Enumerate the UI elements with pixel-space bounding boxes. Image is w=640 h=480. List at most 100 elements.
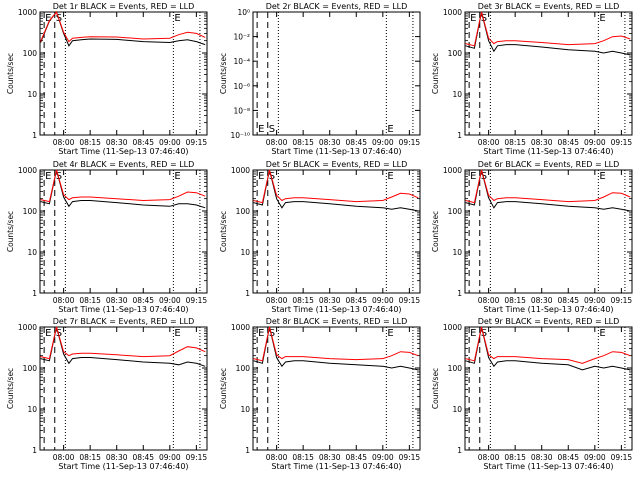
x-tick-label: 08:30 (106, 296, 128, 305)
y-tick-label: 100 (448, 364, 463, 373)
x-tick-label: 08:00 (53, 296, 75, 305)
event-marker-label: E (258, 171, 264, 182)
panel-det-1: Det 1r BLACK = Events, RED = LLD 1 10 100 10… (6, 2, 208, 156)
x-tick-label: 09:00 (372, 453, 394, 462)
y-tick-label: 10 (452, 405, 462, 414)
event-marker-label: S (481, 13, 487, 24)
y-tick-label: 10⁻¹⁰ (230, 131, 250, 140)
x-tick-label: 08:45 (557, 296, 579, 305)
event-marker-label: E (174, 13, 180, 24)
x-tick-label: 08:45 (345, 138, 367, 147)
x-tick-label: 09:15 (186, 138, 208, 147)
y-tick-label: 100 (236, 364, 251, 373)
panel-title: Det 9r BLACK = Events, RED = LLD (478, 317, 620, 326)
x-axis-label: Start Time (11-Sep-13 07:46:40) (483, 305, 613, 314)
x-tick-label: 09:15 (611, 296, 633, 305)
x-tick-label: 08:15 (292, 296, 314, 305)
series-lld-line (465, 169, 631, 204)
series-lld-line (40, 326, 206, 360)
y-tick-label: 1 (32, 446, 37, 455)
y-tick-label: 10 (452, 90, 462, 99)
y-axis-label: Counts/sec (6, 211, 15, 252)
event-marker-label: E (174, 171, 180, 182)
y-tick-label: 100 (23, 49, 38, 58)
series-lld-line (253, 169, 419, 204)
x-tick-label: 08:15 (292, 453, 314, 462)
y-tick-label: 10 (27, 90, 37, 99)
y-axis-label: Counts/sec (431, 53, 440, 94)
x-tick-label: 08:00 (266, 138, 288, 147)
x-tick-label: 09:15 (186, 296, 208, 305)
x-tick-label: 09:00 (372, 138, 394, 147)
x-tick-label: 08:00 (53, 138, 75, 147)
x-tick-label: 09:00 (584, 296, 606, 305)
panel-det-2: Det 2r BLACK = Events, RED = LLD 10⁻¹⁰ 10⁻… (219, 2, 421, 156)
panel-det-9: Det 9r BLACK = Events, RED = LLD 1 10 100 10… (431, 317, 633, 471)
series-lld-line (40, 169, 206, 203)
event-marker-label: E (45, 328, 51, 339)
y-tick-label: 100 (448, 49, 463, 58)
y-tick-label: 1000 (443, 8, 462, 17)
y-tick-label: 10⁻⁸ (233, 106, 250, 115)
event-marker-label: E (45, 13, 51, 24)
y-tick-label: 10⁰ (237, 8, 250, 17)
y-tick-label: 10⁻⁶ (233, 82, 250, 91)
panel-title: Det 7r BLACK = Events, RED = LLD (53, 317, 195, 326)
event-marker-label: S (269, 171, 275, 182)
x-tick-label: 08:15 (79, 138, 101, 147)
x-axis-label: Start Time (11-Sep-13 07:46:40) (271, 462, 401, 471)
y-axis-label: Counts/sec (219, 53, 228, 94)
event-marker-label: S (269, 124, 275, 135)
y-tick-label: 1000 (18, 8, 37, 17)
x-tick-label: 08:45 (345, 296, 367, 305)
panel-det-3: Det 3r BLACK = Events, RED = LLD 1 10 100 10… (431, 2, 633, 156)
x-axis-label: Start Time (11-Sep-13 07:46:40) (271, 305, 401, 314)
x-tick-label: 09:00 (584, 453, 606, 462)
y-axis-label: Counts/sec (219, 368, 228, 409)
panel-title: Det 3r BLACK = Events, RED = LLD (478, 2, 620, 11)
panel-title: Det 8r BLACK = Events, RED = LLD (266, 317, 408, 326)
x-axis-label: Start Time (11-Sep-13 07:46:40) (483, 147, 613, 156)
x-tick-label: 08:15 (79, 453, 101, 462)
x-tick-label: 08:00 (478, 296, 500, 305)
plot-frame (252, 169, 421, 294)
event-marker-label: E (470, 13, 476, 24)
x-axis-label: Start Time (11-Sep-13 07:46:40) (58, 305, 188, 314)
event-marker-label: S (269, 328, 275, 339)
y-tick-label: 1 (245, 446, 250, 455)
x-tick-label: 09:15 (611, 138, 633, 147)
y-tick-label: 1 (457, 289, 462, 298)
y-tick-label: 1 (457, 131, 462, 140)
x-tick-label: 08:30 (531, 453, 553, 462)
event-marker-label: S (481, 328, 487, 339)
series-lld-line (40, 11, 206, 43)
x-tick-label: 08:30 (319, 296, 341, 305)
x-tick-label: 08:15 (504, 138, 526, 147)
event-marker-label: S (56, 328, 62, 339)
panel-title: Det 5r BLACK = Events, RED = LLD (266, 160, 408, 169)
event-marker-label: S (481, 171, 487, 182)
x-tick-label: 08:00 (53, 453, 75, 462)
x-tick-label: 08:45 (557, 138, 579, 147)
x-tick-label: 09:15 (399, 296, 421, 305)
x-tick-label: 09:15 (611, 453, 633, 462)
event-marker-label: E (599, 328, 605, 339)
y-tick-label: 10 (240, 405, 250, 414)
panel-det-6: Det 6r BLACK = Events, RED = LLD 1 10 100 10… (431, 160, 633, 314)
y-tick-label: 1000 (443, 323, 462, 332)
x-tick-label: 08:45 (132, 138, 154, 147)
x-tick-label: 09:00 (372, 296, 394, 305)
x-tick-label: 08:00 (266, 453, 288, 462)
x-tick-label: 08:45 (557, 453, 579, 462)
x-tick-label: 09:00 (159, 296, 181, 305)
y-tick-label: 1 (32, 289, 37, 298)
x-tick-label: 08:15 (292, 138, 314, 147)
x-tick-label: 08:15 (504, 453, 526, 462)
y-tick-label: 1 (457, 446, 462, 455)
x-tick-label: 08:00 (478, 138, 500, 147)
y-tick-label: 10 (452, 248, 462, 257)
x-tick-label: 08:30 (319, 453, 341, 462)
panel-title: Det 6r BLACK = Events, RED = LLD (478, 160, 620, 169)
y-tick-label: 1000 (443, 166, 462, 175)
x-tick-label: 08:45 (132, 296, 154, 305)
